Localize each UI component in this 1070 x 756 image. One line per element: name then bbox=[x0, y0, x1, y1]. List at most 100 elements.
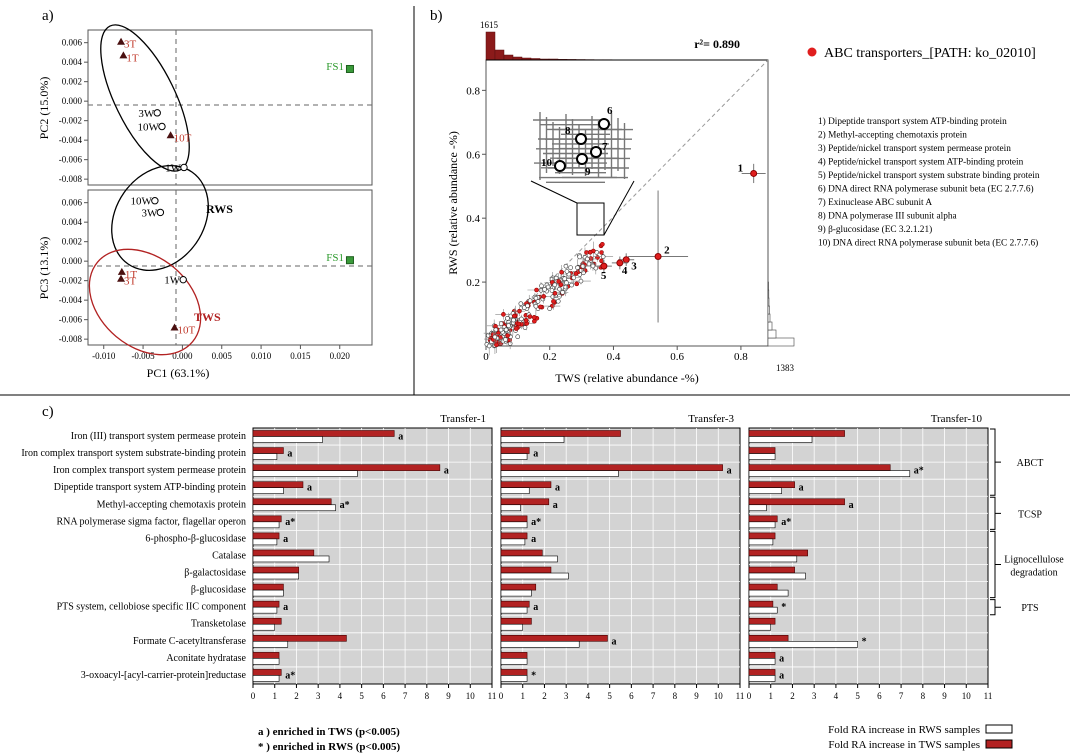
pca-y-tick-label: 0.000 bbox=[62, 256, 83, 266]
bar-rws bbox=[748, 504, 767, 512]
pca-y-tick-label: 0.000 bbox=[62, 96, 83, 106]
group-label: TCSP bbox=[1018, 509, 1042, 520]
category-label: Iron (III) transport system permease pro… bbox=[71, 431, 246, 442]
pca-top-ellipse bbox=[100, 24, 190, 172]
bar-tws bbox=[252, 549, 315, 557]
inset-point-label: 7 bbox=[602, 141, 608, 153]
pca-point-fs1 bbox=[345, 64, 354, 73]
zoom-box bbox=[576, 202, 605, 236]
bar-x-tick-label: 10 bbox=[714, 691, 724, 701]
scatter-cloud bbox=[483, 241, 614, 356]
numbered-point bbox=[622, 256, 630, 264]
hist-right-bar bbox=[767, 289, 770, 299]
bar-tws bbox=[252, 498, 332, 506]
bar-x-tick-label: 9 bbox=[694, 691, 699, 701]
bar-significance-mark: a bbox=[283, 602, 288, 613]
scatter-point bbox=[505, 333, 510, 338]
scatter-point bbox=[545, 284, 551, 290]
bar-x-tick-label: 8 bbox=[425, 691, 430, 701]
scatter-point bbox=[581, 270, 586, 276]
bar-rws bbox=[500, 589, 532, 597]
bar-x-tick-label: 7 bbox=[899, 691, 904, 701]
bar-significance-mark: a bbox=[779, 670, 784, 681]
scatter-point bbox=[527, 314, 533, 319]
pca-point-fs1 bbox=[345, 256, 354, 265]
bar-tws bbox=[500, 430, 621, 437]
bar-tws bbox=[500, 447, 530, 454]
bar-rws bbox=[252, 658, 280, 665]
inset-point-label: 10 bbox=[541, 157, 553, 169]
bar-rws bbox=[748, 606, 778, 614]
bar-rws bbox=[748, 640, 858, 648]
histogram-right bbox=[767, 281, 795, 347]
bar-tws bbox=[500, 617, 532, 625]
description-list: 1) Dipeptide transport system ATP-bindin… bbox=[818, 116, 1040, 249]
pca-point-label: 1W bbox=[164, 275, 181, 287]
scatter-point bbox=[533, 303, 539, 309]
bar-panel-title: Transfer-3 bbox=[688, 413, 734, 425]
bar-x-tick-label: 0 bbox=[499, 691, 504, 701]
bar-rws bbox=[500, 623, 524, 631]
scatter-point bbox=[600, 241, 605, 247]
bar-significance-mark: a bbox=[533, 449, 538, 460]
bar-significance-mark: a* bbox=[340, 500, 350, 511]
scatter-point bbox=[515, 334, 521, 340]
scatter-point bbox=[493, 327, 499, 333]
bar-rws bbox=[500, 640, 580, 648]
bar-tws bbox=[500, 634, 608, 642]
bar-x-tick-label: 11 bbox=[736, 691, 745, 701]
bar-rws bbox=[500, 487, 530, 495]
bar-x-tick-label: 6 bbox=[629, 691, 634, 701]
pca-y-tick-label: 0.002 bbox=[62, 237, 82, 247]
bar-x-tick-label: 1 bbox=[520, 691, 525, 701]
bar-rws bbox=[500, 555, 558, 563]
scatter-point bbox=[563, 263, 569, 269]
bar-rws bbox=[252, 504, 336, 512]
bar-rws bbox=[748, 572, 806, 580]
panel-b-label: b) bbox=[430, 8, 443, 24]
bar-x-tick-label: 10 bbox=[466, 691, 476, 701]
legend-abc: ABC transporters_[PATH: ko_02010] bbox=[824, 46, 1036, 61]
bar-tws bbox=[500, 549, 543, 557]
bar-tws bbox=[252, 430, 395, 437]
hist-right-bar bbox=[767, 281, 769, 291]
inset-point bbox=[576, 153, 588, 165]
pca-x-tick-label: 0.005 bbox=[212, 351, 233, 361]
inset-point bbox=[554, 160, 566, 172]
scatter-point bbox=[550, 294, 556, 300]
zoom-connector-1 bbox=[530, 180, 578, 204]
hist-right-count: 1383 bbox=[776, 363, 795, 373]
bar-rws bbox=[500, 675, 528, 682]
scatter-point bbox=[557, 294, 562, 299]
bar-tws bbox=[748, 430, 845, 437]
bar-tws bbox=[252, 652, 280, 659]
inset-point bbox=[598, 118, 610, 130]
pca-point-rws bbox=[180, 163, 188, 172]
category-label: β-glucosidase bbox=[191, 585, 247, 596]
scatter-xlabel: TWS (relative abundance -%) bbox=[555, 371, 699, 385]
pca-top-frame bbox=[87, 29, 373, 186]
pca-point-rws bbox=[151, 197, 159, 205]
bar-rws bbox=[252, 453, 278, 460]
bar-tws bbox=[748, 464, 891, 471]
description-item: 9) β-glucosidase (EC 3.2.1.21) bbox=[818, 224, 932, 235]
pca-bottom-frame bbox=[87, 189, 373, 346]
zoom-inset: 6 7 8 9 10 bbox=[533, 105, 633, 184]
scatter-point bbox=[564, 280, 569, 285]
bar-tws bbox=[500, 600, 530, 608]
category-label: Dipeptide transport system ATP-binding p… bbox=[54, 482, 246, 493]
bar-x-tick-label: 2 bbox=[790, 691, 795, 701]
numbered-point-label: 3 bbox=[631, 261, 637, 273]
bar-rws bbox=[500, 521, 528, 529]
pca-point-label: 10W bbox=[130, 196, 152, 208]
bar-tws bbox=[500, 498, 550, 506]
bar-tws bbox=[252, 669, 282, 676]
scatter-point bbox=[577, 254, 582, 260]
scatter-point bbox=[522, 325, 528, 330]
bar-x-tick-label: 4 bbox=[834, 691, 839, 701]
bar-significance-mark: a bbox=[611, 636, 616, 647]
bar-rws bbox=[252, 436, 323, 443]
scatter-ticks: 0 0.2 0.4 0.6 0.8 0.2 0.4 0.6 0.8 bbox=[466, 85, 748, 363]
